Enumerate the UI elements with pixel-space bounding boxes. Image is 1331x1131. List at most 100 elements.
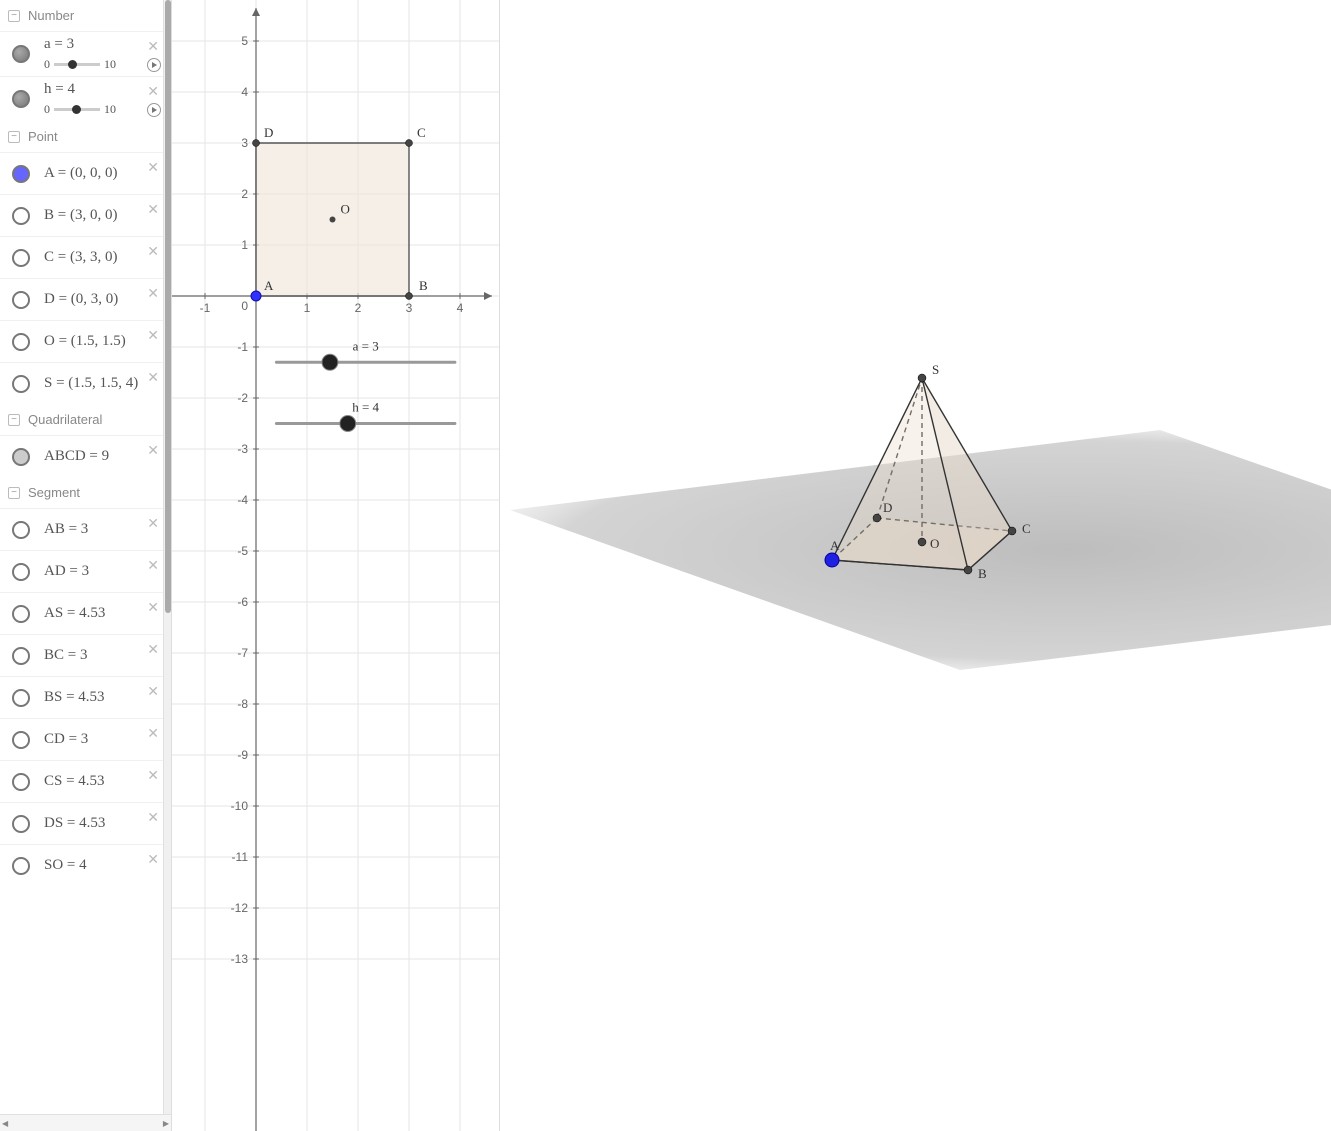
visibility-toggle[interactable]: [12, 731, 30, 749]
close-icon[interactable]: ✕: [147, 683, 159, 700]
segment-item[interactable]: CD = 3✕: [0, 718, 171, 760]
svg-text:-1: -1: [237, 340, 248, 354]
visibility-toggle[interactable]: [12, 857, 30, 875]
visibility-toggle[interactable]: [12, 815, 30, 833]
slider-item-h[interactable]: h = 4 0 10 ✕: [0, 76, 171, 121]
close-icon[interactable]: ✕: [147, 442, 159, 459]
segment-item[interactable]: AS = 4.53✕: [0, 592, 171, 634]
visibility-toggle[interactable]: [12, 521, 30, 539]
visibility-toggle[interactable]: [12, 45, 30, 63]
section-header-segment[interactable]: − Segment: [0, 477, 171, 508]
point-item[interactable]: A = (0, 0, 0)✕: [0, 152, 171, 194]
svg-text:5: 5: [241, 34, 248, 48]
algebra-hscroll[interactable]: ◀ ▶: [0, 1114, 171, 1131]
visibility-toggle[interactable]: [12, 249, 30, 267]
close-icon[interactable]: ✕: [147, 557, 159, 574]
collapse-icon[interactable]: −: [8, 487, 20, 499]
visibility-toggle[interactable]: [12, 605, 30, 623]
close-icon[interactable]: ✕: [147, 641, 159, 658]
segment-item[interactable]: CS = 4.53✕: [0, 760, 171, 802]
svg-text:4: 4: [457, 301, 464, 315]
svg-text:C: C: [417, 125, 426, 140]
segment-item[interactable]: DS = 4.53✕: [0, 802, 171, 844]
svg-text:B: B: [978, 566, 987, 581]
svg-text:-12: -12: [231, 901, 249, 915]
svg-text:C: C: [1022, 521, 1031, 536]
segment-item[interactable]: AB = 3✕: [0, 508, 171, 550]
visibility-toggle[interactable]: [12, 333, 30, 351]
svg-text:-9: -9: [237, 748, 248, 762]
algebra-scrollbar[interactable]: [163, 0, 171, 1114]
svg-text:-13: -13: [231, 952, 249, 966]
svg-text:2: 2: [241, 187, 248, 201]
close-icon[interactable]: ✕: [147, 285, 159, 302]
svg-text:-11: -11: [232, 850, 249, 864]
section-label: Number: [28, 8, 74, 23]
scroll-left-icon[interactable]: ◀: [2, 1119, 8, 1128]
segment-item[interactable]: BC = 3✕: [0, 634, 171, 676]
point-item[interactable]: C = (3, 3, 0)✕: [0, 236, 171, 278]
close-icon[interactable]: ✕: [147, 515, 159, 532]
close-icon[interactable]: ✕: [147, 809, 159, 826]
collapse-icon[interactable]: −: [8, 414, 20, 426]
collapse-icon[interactable]: −: [8, 131, 20, 143]
algebra-panel: − Number a = 3 0 10 ✕ h = 4 0: [0, 0, 172, 1131]
svg-text:-4: -4: [237, 493, 248, 507]
svg-text:1: 1: [304, 301, 311, 315]
svg-text:4: 4: [241, 85, 248, 99]
section-label: Segment: [28, 485, 80, 500]
svg-text:O: O: [341, 202, 350, 217]
point-item[interactable]: B = (3, 0, 0)✕: [0, 194, 171, 236]
play-icon[interactable]: [147, 103, 161, 117]
close-icon[interactable]: ✕: [147, 201, 159, 218]
svg-text:D: D: [883, 500, 892, 515]
section-header-number[interactable]: − Number: [0, 0, 171, 31]
close-icon[interactable]: ✕: [147, 243, 159, 260]
visibility-toggle[interactable]: [12, 563, 30, 581]
visibility-toggle[interactable]: [12, 689, 30, 707]
quad-item[interactable]: ABCD = 9✕: [0, 435, 171, 477]
point-item[interactable]: S = (1.5, 1.5, 4)✕: [0, 362, 171, 404]
scrollbar-thumb[interactable]: [165, 0, 171, 613]
algebra-scroll[interactable]: − Number a = 3 0 10 ✕ h = 4 0: [0, 0, 171, 1114]
visibility-toggle[interactable]: [12, 207, 30, 225]
section-label: Quadrilateral: [28, 412, 102, 427]
visibility-toggle[interactable]: [12, 90, 30, 108]
scroll-right-icon[interactable]: ▶: [163, 1119, 169, 1128]
svg-text:3: 3: [406, 301, 413, 315]
svg-text:a = 3: a = 3: [353, 338, 379, 353]
visibility-toggle[interactable]: [12, 375, 30, 393]
close-icon[interactable]: ✕: [147, 327, 159, 344]
svg-text:0: 0: [241, 299, 248, 313]
slider-item-a[interactable]: a = 3 0 10 ✕: [0, 31, 171, 76]
svg-text:B: B: [419, 278, 428, 293]
svg-text:-3: -3: [237, 442, 248, 456]
close-icon[interactable]: ✕: [147, 38, 159, 55]
close-icon[interactable]: ✕: [147, 767, 159, 784]
visibility-toggle[interactable]: [12, 291, 30, 309]
point-item[interactable]: O = (1.5, 1.5)✕: [0, 320, 171, 362]
close-icon[interactable]: ✕: [147, 159, 159, 176]
play-icon[interactable]: [147, 58, 161, 72]
segment-item[interactable]: BS = 4.53✕: [0, 676, 171, 718]
section-header-quad[interactable]: − Quadrilateral: [0, 404, 171, 435]
visibility-toggle[interactable]: [12, 165, 30, 183]
close-icon[interactable]: ✕: [147, 369, 159, 386]
svg-text:S: S: [932, 362, 939, 377]
visibility-toggle[interactable]: [12, 448, 30, 466]
graphics-3d-view[interactable]: DCOBAS: [500, 0, 1331, 1131]
collapse-icon[interactable]: −: [8, 10, 20, 22]
close-icon[interactable]: ✕: [147, 599, 159, 616]
close-icon[interactable]: ✕: [147, 725, 159, 742]
graphics-2d-view[interactable]: -11234-13-12-11-10-9-8-7-6-5-4-3-2-11234…: [172, 0, 500, 1131]
visibility-toggle[interactable]: [12, 647, 30, 665]
segment-item[interactable]: SO = 4✕: [0, 844, 171, 886]
svg-text:-1: -1: [200, 301, 211, 315]
close-icon[interactable]: ✕: [147, 851, 159, 868]
visibility-toggle[interactable]: [12, 773, 30, 791]
point-item[interactable]: D = (0, 3, 0)✕: [0, 278, 171, 320]
svg-text:-2: -2: [237, 391, 248, 405]
segment-item[interactable]: AD = 3✕: [0, 550, 171, 592]
section-header-point[interactable]: − Point: [0, 121, 171, 152]
close-icon[interactable]: ✕: [147, 83, 159, 100]
